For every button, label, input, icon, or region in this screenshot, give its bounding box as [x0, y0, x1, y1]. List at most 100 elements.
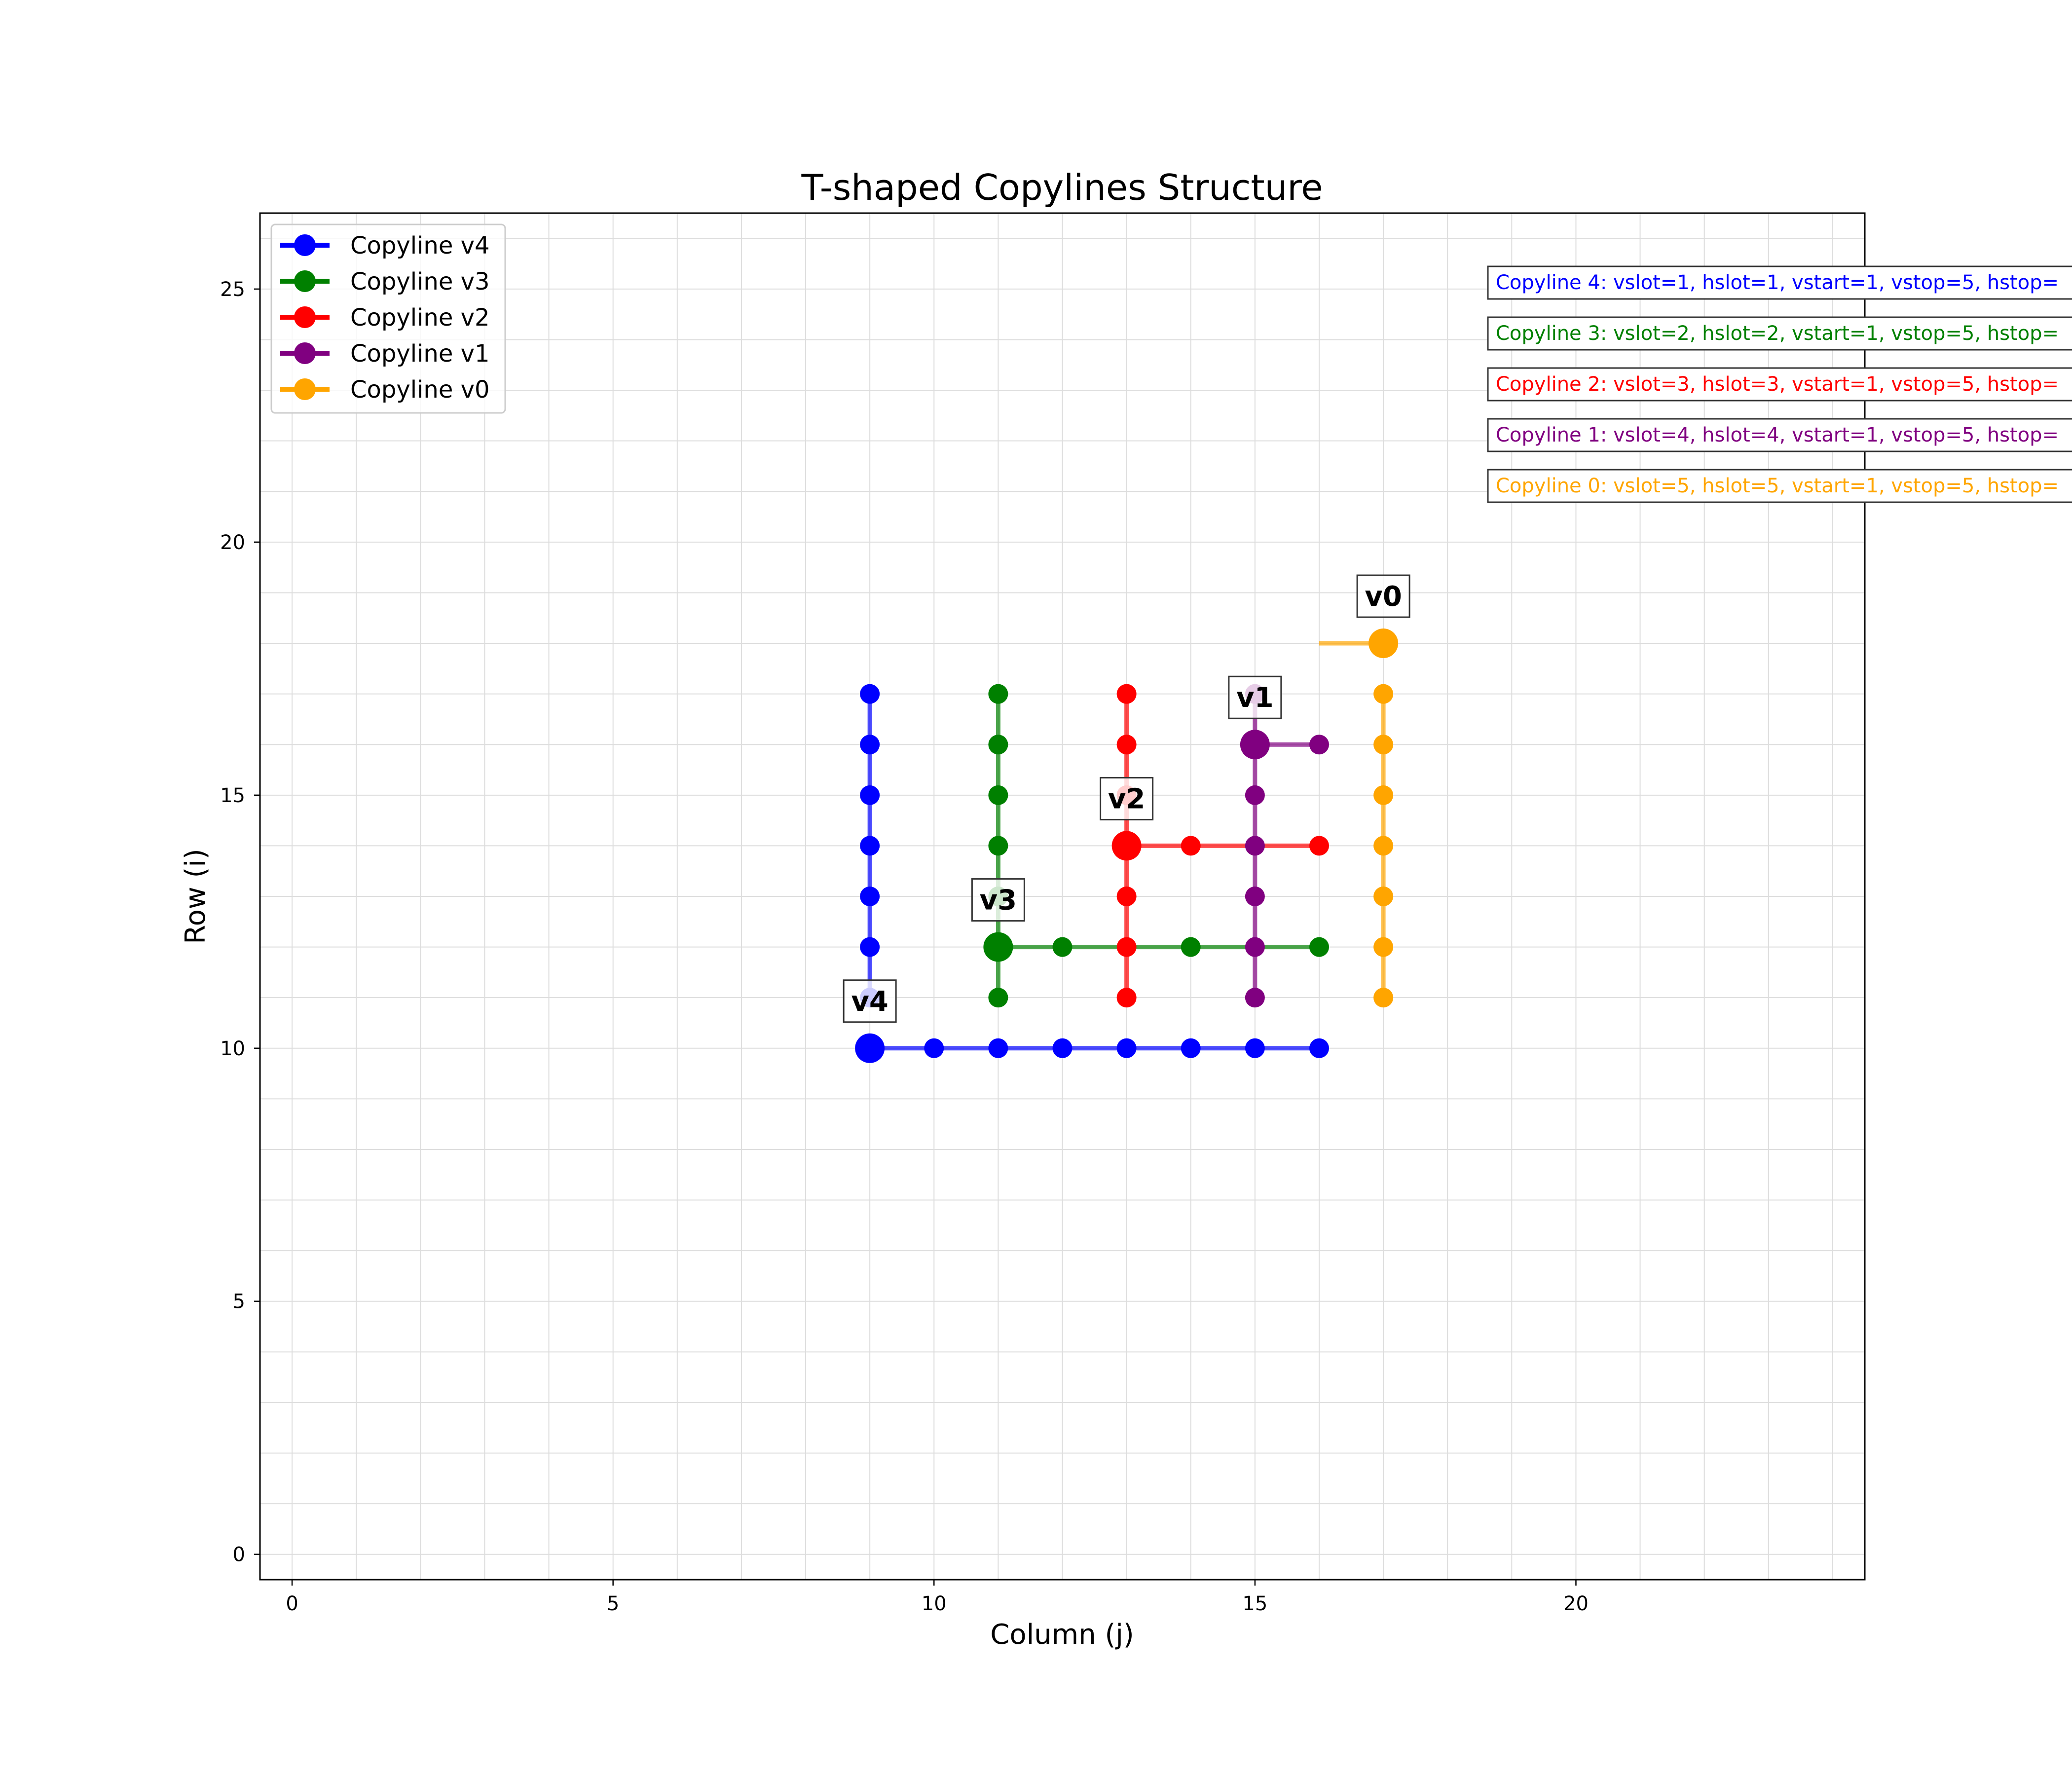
series-v4-label: v4	[851, 986, 888, 1018]
series-v2	[1111, 684, 1329, 1008]
series-v3-point	[988, 836, 1008, 856]
series-v0-point	[1373, 836, 1394, 856]
x-tick-label: 0	[286, 1592, 298, 1615]
x-tick-label: 5	[607, 1592, 619, 1615]
series-v0-point	[1373, 785, 1394, 805]
series-v3-point	[988, 785, 1008, 805]
series-v3-corner-point	[983, 932, 1013, 962]
legend-frame	[270, 223, 506, 414]
series-v2-point	[1116, 887, 1137, 906]
series-v3-point	[988, 684, 1008, 704]
legend-label-v4: Copyline v4	[350, 232, 490, 259]
series-v2-point	[1116, 988, 1137, 1008]
legend-marker-v4	[294, 234, 316, 256]
legend-entry-v0: Copyline v0	[280, 376, 490, 404]
y-tick-label: 10	[220, 1037, 245, 1060]
legend-label-v2: Copyline v2	[350, 304, 490, 332]
annotation-box-v3	[1487, 316, 2072, 351]
x-tick-label: 10	[922, 1592, 947, 1615]
x-tick-label: 20	[1563, 1592, 1589, 1615]
point-labels: v4 v3 v2 v1 v0	[843, 574, 1410, 1023]
series-v3-point	[1309, 937, 1329, 957]
series-v0-label: v0	[1365, 581, 1402, 613]
y-tick-label: 20	[220, 531, 245, 554]
series-v4-point	[924, 1038, 944, 1058]
annotation-box-v0	[1487, 469, 2072, 503]
series-v4-point	[1245, 1038, 1265, 1058]
chart-title: T-shaped Copylines Structure	[801, 167, 1323, 208]
y-tick-label: 25	[220, 278, 245, 301]
axis-ticks: 0 5 10 15 20 0 5 10 15 20 25	[220, 278, 1589, 1615]
annotation-box-v4	[1487, 265, 2072, 300]
legend-marker-v2	[294, 306, 316, 328]
series-v0-point	[1373, 735, 1394, 755]
legend-label-v1: Copyline v1	[350, 340, 490, 368]
x-tick-label: 15	[1242, 1592, 1267, 1615]
series-v2-label: v2	[1108, 783, 1145, 815]
series-v4-point	[860, 785, 880, 805]
series-layer	[855, 629, 1399, 1063]
annotation-box-v2	[1487, 367, 2072, 402]
legend: Copyline v4 Copyline v3 Copyline v2 Copylin…	[270, 223, 506, 414]
series-v3-label-box	[971, 878, 1025, 922]
series-v3-point	[1052, 937, 1073, 957]
series-v0-point	[1373, 937, 1394, 957]
series-v0-point	[1373, 887, 1394, 906]
legend-marker-v1	[294, 342, 316, 364]
series-v4-point	[860, 735, 880, 755]
plot-frame	[259, 212, 1866, 1581]
series-v1-point	[1245, 988, 1265, 1008]
legend-entry-v3: Copyline v3	[280, 268, 490, 296]
series-v1-point	[1245, 887, 1265, 906]
legend-entry-v4: Copyline v4	[280, 232, 490, 259]
series-v1-label: v1	[1236, 682, 1273, 714]
series-v0-corner-point	[1369, 629, 1399, 659]
legend-marker-v0	[294, 378, 316, 400]
series-v3-point	[988, 735, 1008, 755]
y-axis-label: Row (i)	[180, 849, 212, 944]
series-v1-label-box	[1228, 675, 1282, 719]
annotation-box-v1	[1487, 418, 2072, 452]
series-v4-label-box	[843, 979, 897, 1023]
y-tick-label: 0	[233, 1544, 245, 1566]
series-v1-point	[1245, 937, 1265, 957]
series-v1-point	[1309, 735, 1329, 755]
series-v2-corner-point	[1111, 831, 1142, 861]
series-v0-label-box	[1356, 574, 1410, 618]
annotation-text-v3: Copyline 3: vslot=2, hslot=2, vstart=1, …	[1496, 322, 2059, 345]
series-v3-point	[1181, 937, 1201, 957]
annotation-text-v2: Copyline 2: vslot=3, hslot=3, vstart=1, …	[1496, 373, 2059, 396]
annotation-text-v1: Copyline 1: vslot=4, hslot=4, vstart=1, …	[1496, 424, 2059, 446]
series-v4-point	[1052, 1038, 1073, 1058]
series-v1-corner-point	[1240, 730, 1270, 760]
y-tick-label: 5	[233, 1291, 245, 1313]
series-v2-point	[1116, 937, 1137, 957]
series-v4-point	[860, 937, 880, 957]
legend-label-v3: Copyline v3	[350, 268, 490, 296]
series-v4-point	[860, 684, 880, 704]
series-v4-point	[1116, 1038, 1137, 1058]
x-axis-label: Column (j)	[990, 1619, 1134, 1651]
series-v0	[1319, 629, 1399, 1008]
series-v3-point	[988, 988, 1008, 1008]
series-v2-point	[1116, 735, 1137, 755]
series-v4	[855, 684, 1329, 1063]
series-v4-corner-point	[855, 1033, 885, 1063]
legend-entry-v2: Copyline v2	[280, 304, 490, 332]
series-v3-label: v3	[980, 885, 1017, 917]
series-v0-point	[1373, 988, 1394, 1008]
legend-label-v0: Copyline v0	[350, 376, 490, 404]
legend-entry-v1: Copyline v1	[280, 340, 490, 368]
series-v3	[983, 684, 1329, 1008]
y-tick-label: 15	[220, 784, 245, 807]
series-v1-point	[1245, 836, 1265, 856]
series-v1-point	[1245, 785, 1265, 805]
annotations-layer: Copyline 4: vslot=1, hslot=1, vstart=1, …	[1487, 265, 2072, 503]
series-v2-point	[1181, 836, 1201, 856]
series-v4-point	[1181, 1038, 1201, 1058]
annotation-text-v4: Copyline 4: vslot=1, hslot=1, vstart=1, …	[1496, 271, 2059, 294]
series-v0-point	[1373, 684, 1394, 704]
series-v2-point	[1309, 836, 1329, 856]
series-v4-point	[1309, 1038, 1329, 1058]
